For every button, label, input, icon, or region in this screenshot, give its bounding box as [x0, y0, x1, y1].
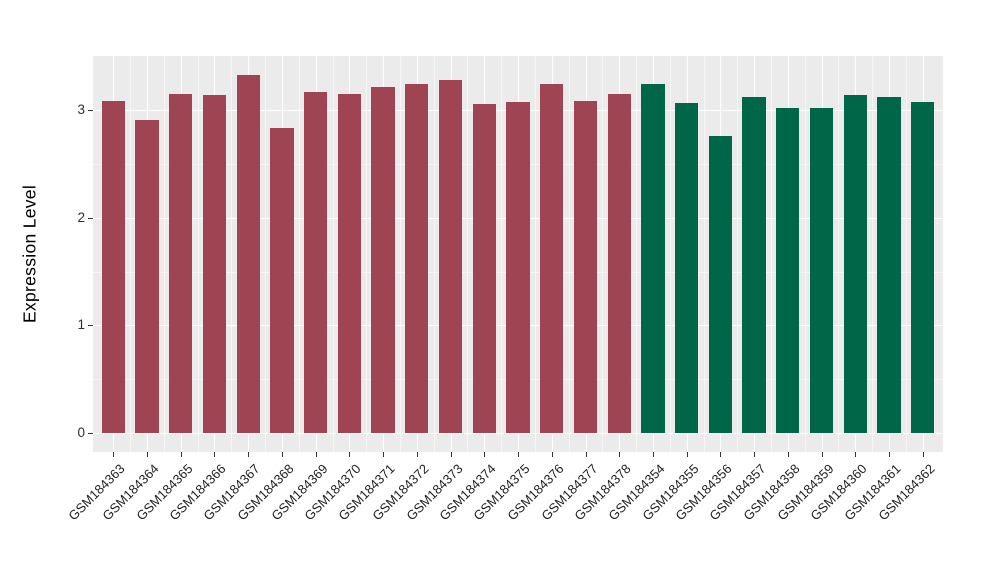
bar-GSM184355 — [675, 102, 699, 433]
gridline-horizontal-major — [93, 433, 943, 435]
bar-GSM184376 — [540, 84, 564, 433]
gridline-vertical-minor — [399, 56, 401, 452]
x-tick-mark — [754, 452, 756, 457]
x-tick-mark — [686, 452, 688, 457]
bar-GSM184357 — [742, 97, 766, 433]
bar-GSM184373 — [438, 80, 463, 434]
x-tick-mark — [315, 452, 317, 457]
gridline-vertical-minor — [737, 56, 739, 452]
x-tick-mark — [585, 452, 587, 457]
x-tick-mark — [147, 452, 148, 457]
gridline-vertical-minor — [298, 56, 300, 452]
bar-GSM184369 — [303, 91, 328, 433]
gridline-vertical-minor — [636, 56, 638, 452]
y-tick-label-1: 1 — [77, 317, 85, 333]
x-tick-mark — [619, 452, 621, 457]
gridline-vertical-minor — [130, 56, 132, 452]
bar-GSM184359 — [809, 108, 834, 434]
gridline-vertical-minor — [872, 56, 874, 452]
y-tick-mark — [88, 217, 93, 219]
x-tick-mark — [113, 452, 115, 457]
gridline-vertical-minor — [703, 56, 705, 452]
bar-GSM184356 — [708, 136, 733, 434]
gridline-vertical-minor — [433, 56, 435, 452]
gridline-vertical-minor — [905, 56, 907, 452]
plot-panel — [93, 56, 943, 452]
x-tick-mark — [922, 452, 924, 457]
y-tick-label-3: 3 — [77, 102, 85, 118]
gridline-vertical-minor — [534, 56, 536, 452]
gridline-vertical-minor — [231, 56, 233, 452]
gridline-vertical-minor — [163, 56, 165, 452]
y-tick-mark — [88, 325, 93, 327]
bar-GSM184368 — [270, 128, 294, 433]
y-tick-mark — [88, 110, 93, 112]
x-tick-mark — [889, 452, 890, 457]
x-tick-mark — [518, 452, 519, 457]
gridline-vertical-minor — [197, 56, 199, 452]
y-tick-label-0: 0 — [77, 425, 85, 441]
x-tick-mark — [281, 452, 283, 457]
bar-GSM184377 — [573, 100, 598, 434]
y-tick-label-2: 2 — [77, 209, 85, 225]
x-tick-mark — [416, 452, 418, 457]
gridline-vertical-minor — [669, 56, 671, 452]
y-axis-title: Expression Level — [19, 184, 40, 324]
bar-GSM184375 — [506, 101, 530, 433]
bar-GSM184360 — [843, 95, 867, 434]
gridline-vertical-minor — [568, 56, 570, 452]
x-tick-mark — [180, 452, 182, 457]
y-tick-mark — [88, 433, 93, 435]
bar-GSM184378 — [607, 94, 631, 434]
x-tick-mark — [720, 452, 722, 457]
gridline-vertical-minor — [265, 56, 266, 452]
x-tick-mark — [787, 452, 789, 457]
x-tick-mark — [821, 452, 823, 457]
gridline-vertical-minor — [366, 56, 368, 452]
x-tick-mark — [855, 452, 857, 457]
bar-GSM184358 — [776, 108, 800, 434]
x-tick-mark — [248, 452, 250, 457]
bar-GSM184362 — [911, 101, 935, 433]
x-tick-mark — [383, 452, 385, 457]
bar-GSM184365 — [169, 94, 193, 434]
bar-GSM184354 — [641, 84, 665, 433]
gridline-vertical-minor — [501, 56, 503, 452]
bar-GSM184364 — [135, 119, 159, 433]
bar-GSM184372 — [405, 84, 429, 433]
x-tick-mark — [551, 452, 553, 457]
x-tick-mark — [484, 452, 486, 457]
bar-GSM184361 — [877, 97, 901, 433]
gridline-vertical-minor — [838, 56, 840, 452]
gridline-vertical-minor — [602, 56, 604, 452]
gridline-vertical-minor — [804, 56, 806, 452]
x-tick-mark — [349, 452, 351, 457]
bar-GSM184370 — [337, 94, 361, 434]
bar-GSM184366 — [202, 95, 227, 434]
bar-GSM184367 — [236, 74, 260, 433]
x-tick-mark — [450, 452, 452, 457]
gridline-vertical-minor — [771, 56, 772, 452]
bar-GSM184363 — [101, 100, 125, 434]
bar-GSM184374 — [472, 103, 496, 434]
x-tick-mark — [214, 452, 216, 457]
bar-GSM184371 — [371, 86, 395, 434]
gridline-vertical-minor — [467, 56, 469, 452]
x-tick-mark — [652, 452, 654, 457]
gridline-vertical-minor — [332, 56, 334, 452]
